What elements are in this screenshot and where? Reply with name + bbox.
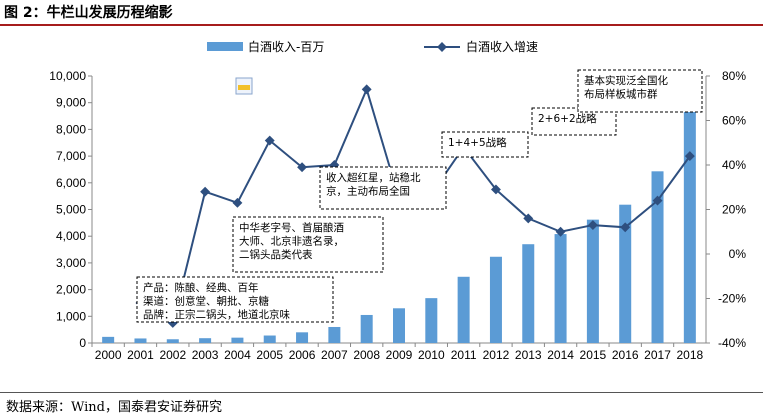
annotation-text: 产品：陈酿、经典、百年 xyxy=(143,281,259,294)
bar xyxy=(102,336,115,343)
annotation-box xyxy=(136,276,334,323)
x-tick-label: 2007 xyxy=(321,348,348,362)
y-left-tick-label: 7,000 xyxy=(56,149,86,163)
growth-point xyxy=(523,213,534,224)
annotation-box xyxy=(232,216,384,273)
x-tick-label: 2002 xyxy=(159,348,186,362)
bar xyxy=(199,338,212,343)
x-tick-label: 2014 xyxy=(547,348,574,362)
annotation-text: 1+4+5战略 xyxy=(448,136,507,149)
bar xyxy=(489,256,502,343)
annotation-box xyxy=(441,131,529,158)
y-right-tick-label: 0% xyxy=(729,247,747,261)
growth-point xyxy=(587,220,598,231)
y-right-tick-label: 40% xyxy=(722,158,746,172)
y-left-tick-label: 1,000 xyxy=(56,309,86,323)
growth-point xyxy=(684,151,695,162)
bar xyxy=(619,204,632,343)
bar xyxy=(134,338,147,343)
annotation-text: 大师、北京非遗名录， xyxy=(239,235,344,248)
annotation-text: 渠道：创意堂、朝批、京糖 xyxy=(143,295,269,308)
x-tick-label: 2006 xyxy=(289,348,316,362)
y-right-tick-label: 60% xyxy=(722,114,746,128)
legend-swatch-bar xyxy=(207,42,243,51)
source-divider xyxy=(0,392,763,393)
legend-label-bar: 白酒收入-百万 xyxy=(248,39,324,54)
bar xyxy=(683,96,696,344)
y-left-tick-label: 2,000 xyxy=(56,283,86,297)
growth-point xyxy=(555,226,566,237)
annotation-text: 品牌：正宗二锅头，地道北京味 xyxy=(143,308,290,321)
y-left-tick-label: 8,000 xyxy=(56,122,86,136)
x-tick-label: 2015 xyxy=(580,348,607,362)
annotation-text: 2+6+2战略 xyxy=(538,112,597,125)
x-tick-label: 2004 xyxy=(224,348,251,362)
bar xyxy=(231,337,244,343)
x-tick-label: 2016 xyxy=(612,348,639,362)
annotation-text: 京，主动布局全国 xyxy=(326,185,410,198)
x-tick-label: 2018 xyxy=(676,348,703,362)
annotation-text: 基本实现泛全国化 xyxy=(584,74,668,87)
title-bar: 图 2：牛栏山发展历程缩影 xyxy=(0,0,763,26)
legend-label-line: 白酒收入增速 xyxy=(466,39,538,54)
bar xyxy=(651,171,664,343)
bar xyxy=(393,308,405,343)
y-right-tick-label: -20% xyxy=(718,292,746,306)
annotation-text: 二锅头品类代表 xyxy=(239,248,313,261)
x-tick-label: 2010 xyxy=(418,348,445,362)
bar xyxy=(425,298,438,343)
growth-point xyxy=(200,186,211,197)
x-tick-label: 2005 xyxy=(256,348,283,362)
bar xyxy=(328,326,341,343)
annotation-box xyxy=(319,166,447,210)
growth-point xyxy=(297,162,308,173)
growth-point xyxy=(652,195,663,206)
annotation-text: 布局样板城市群 xyxy=(584,88,658,101)
y-left-tick-label: 9,000 xyxy=(56,96,86,110)
x-tick-label: 2008 xyxy=(353,348,380,362)
y-right-tick-label: 20% xyxy=(722,203,746,217)
growth-point xyxy=(264,135,275,146)
figure-title: 图 2：牛栏山发展历程缩影 xyxy=(4,5,173,21)
annotation-text: 收入超红星，站稳北 xyxy=(326,171,421,184)
growth-point xyxy=(490,184,501,195)
x-tick-label: 2001 xyxy=(127,348,154,362)
y-left-tick-label: 10,000 xyxy=(49,69,86,83)
x-tick-label: 2009 xyxy=(386,348,413,362)
x-tick-label: 2012 xyxy=(483,348,510,362)
y-left-tick-label: 3,000 xyxy=(56,256,86,270)
annotation-box xyxy=(577,69,703,113)
bar xyxy=(263,335,276,343)
growth-point xyxy=(361,84,372,95)
y-right-tick-label: -40% xyxy=(718,336,746,350)
bar xyxy=(586,219,599,343)
x-tick-label: 2011 xyxy=(451,348,477,362)
bar xyxy=(457,276,470,343)
bar xyxy=(296,332,309,343)
y-left-tick-label: 0 xyxy=(79,336,86,350)
x-tick-label: 2000 xyxy=(95,348,122,362)
bar xyxy=(554,234,567,343)
bar xyxy=(360,314,373,343)
bar xyxy=(522,244,535,343)
y-left-tick-label: 6,000 xyxy=(56,176,86,190)
bar xyxy=(166,339,179,343)
y-left-tick-label: 5,000 xyxy=(56,203,86,217)
note-icon-bar xyxy=(238,85,250,90)
x-tick-label: 2013 xyxy=(515,348,542,362)
legend-swatch-marker xyxy=(437,42,447,52)
annotation-text: 中华老字号、首届酿酒 xyxy=(239,221,344,234)
source-note: 数据来源：Wind，国泰君安证券研究 xyxy=(6,400,222,415)
growth-point xyxy=(620,222,631,233)
x-tick-label: 2017 xyxy=(644,348,671,362)
growth-point xyxy=(232,197,243,208)
y-left-tick-label: 4,000 xyxy=(56,229,86,243)
y-right-tick-label: 80% xyxy=(722,69,746,83)
x-tick-label: 2003 xyxy=(192,348,219,362)
